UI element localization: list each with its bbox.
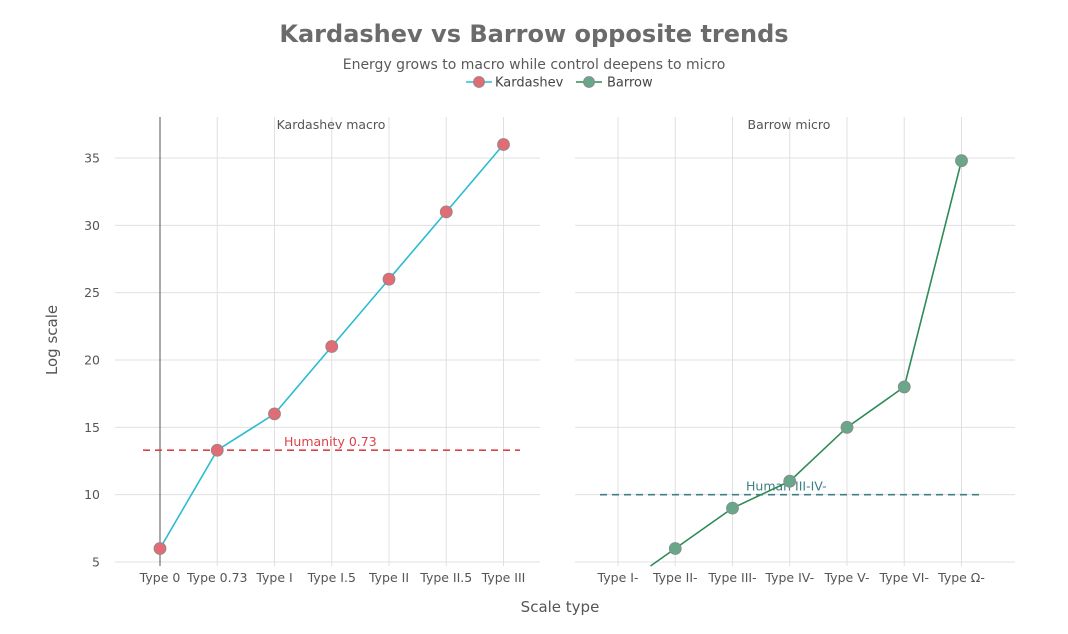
x-axis-label: Scale type [521, 598, 600, 616]
legend[interactable]: Kardashev Barrow [466, 76, 653, 91]
tick-labels: 5 10 15 20 25 30 35 Type 0 Type 0.73 Type I Type I… [84, 117, 985, 585]
x-tick-label: Type III- [707, 570, 756, 585]
y-tick-label: 15 [84, 420, 100, 435]
legend-item-barrow[interactable]: Barrow [576, 76, 653, 91]
y-axis-label: Log scale [43, 305, 61, 375]
legend-label-barrow: Barrow [607, 76, 653, 91]
data-point-barrow [783, 474, 797, 488]
y-tick-label: 5 [92, 555, 100, 570]
panel-label: Barrow micro [748, 117, 831, 132]
x-tick-label: Type 0 [139, 570, 181, 585]
data-point-barrow [897, 380, 911, 394]
legend-item-kardashev[interactable]: Kardashev [466, 76, 564, 91]
legend-marker-barrow [583, 76, 595, 88]
data-point-kardashev [382, 272, 396, 286]
series [153, 138, 968, 567]
y-tick-label: 10 [84, 487, 100, 502]
x-tick-label: Type VI- [879, 570, 929, 585]
data-point-kardashev [268, 407, 281, 421]
y-tick-label: 35 [84, 151, 100, 166]
reference-label: Humanity 0.73 [284, 434, 377, 449]
data-point-kardashev [325, 340, 339, 353]
x-tick-label: Type 0.73 [186, 570, 248, 585]
chart-subtitle: Energy grows to macro while control deep… [343, 57, 726, 73]
x-tick-label: Type III [481, 570, 526, 585]
x-tick-label: Type V- [823, 570, 869, 585]
data-point-barrow [726, 501, 739, 515]
x-tick-label: Type IV- [764, 570, 814, 585]
data-point-barrow [840, 420, 854, 434]
x-tick-label: Type II [368, 570, 409, 585]
data-point-kardashev [210, 443, 224, 457]
panel-label: Kardashev macro [277, 117, 386, 132]
y-tick-label: 30 [84, 218, 100, 233]
x-tick-label: Type I [255, 570, 292, 585]
legend-label-kardashev: Kardashev [495, 76, 564, 91]
data-point-barrow [955, 154, 968, 168]
data-point-kardashev [497, 138, 510, 151]
x-tick-label: Type I.5 [307, 570, 356, 585]
data-point-kardashev [439, 205, 453, 219]
y-tick-label: 25 [84, 285, 100, 300]
data-point-barrow [668, 542, 682, 555]
x-tick-label: Type II.5 [419, 570, 472, 585]
x-tick-label: Type II- [652, 570, 698, 585]
chart-title: Kardashev vs Barrow opposite trends [279, 20, 788, 48]
data-point-kardashev [153, 542, 167, 555]
x-tick-label: Type I- [597, 570, 639, 585]
legend-marker-kardashev [473, 76, 485, 88]
grid [115, 117, 1015, 566]
series-line-barrow [650, 160, 963, 567]
x-tick-label: Type Ω- [937, 570, 985, 585]
y-tick-label: 20 [84, 353, 100, 368]
